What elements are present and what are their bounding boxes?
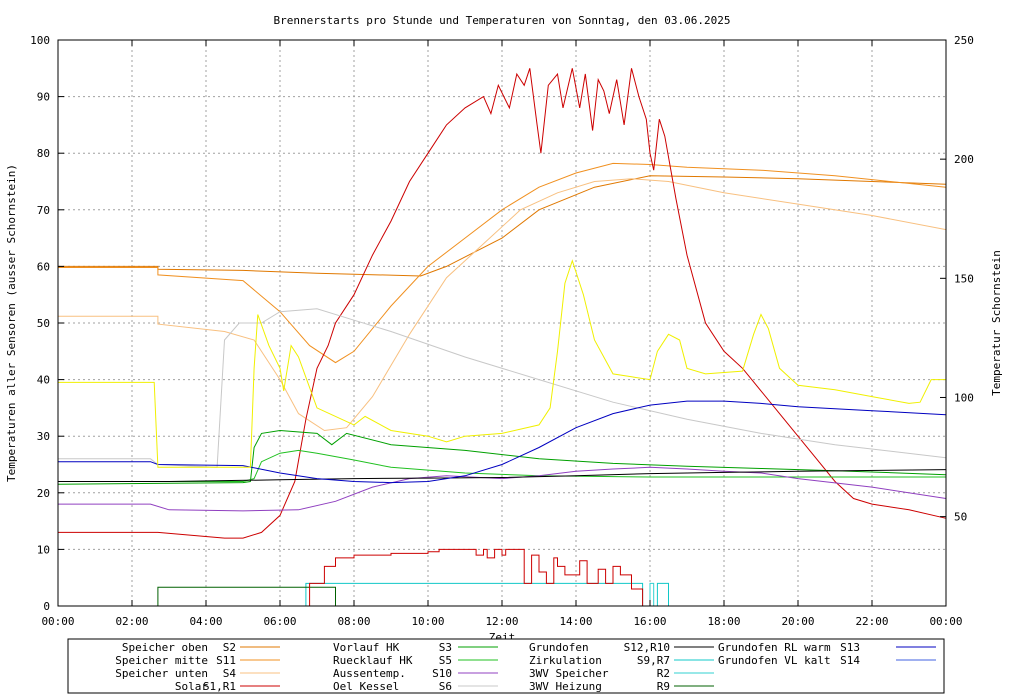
legend-code: S9,R7 [637,654,670,667]
legend-code: S14 [840,654,860,667]
legend-label: Aussentemp. [333,667,406,680]
y-tick-label: 0 [43,600,50,613]
legend-code: S11 [216,654,236,667]
legend-code: R9 [657,680,670,693]
x-tick-label: 14:00 [559,615,592,628]
legend-label: Zirkulation [529,654,602,667]
x-tick-label: 16:00 [633,615,666,628]
legend-label: Grundofen RL warm [718,641,831,654]
legend-label: Solar [175,680,208,693]
y2-tick-label: 150 [954,272,974,285]
x-ticks: 00:00 02:00 04:00 06:00 08:00 10:00 12:00 14:00… [41,40,963,628]
x-tick-label: 22:00 [855,615,888,628]
y-tick-label: 10 [37,543,50,556]
y-tick-label: 80 [37,147,50,160]
x-tick-label: 00:00 [41,615,74,628]
legend: Speicher oben S2 Speicher mitte S11 Speicher… [115,641,936,693]
legend-code: S12,R10 [624,641,670,654]
series-line-vorlauf-hk-s3 [57,429,947,485]
y-tick-label: 30 [37,430,50,443]
legend-code: R2 [657,667,670,680]
y-axis-label: Temperaturen aller Sensoren (ausser Scho… [5,164,18,482]
series-line-speicher-mitte-s11 [58,162,947,364]
x-tick-label: 20:00 [781,615,814,628]
y-tick-label: 60 [37,260,50,273]
x-tick-label: 00:00 [929,615,962,628]
series-line-speicher-oben-s2 [58,175,947,277]
legend-label: Grundofen VL kalt [718,654,831,667]
series-line-speicher-unten-s4 [58,178,947,432]
legend-code: S13 [840,641,860,654]
legend-code: S3 [439,641,452,654]
x-tick-label: 10:00 [411,615,444,628]
x-tick-label: 04:00 [189,615,222,628]
series-line-aussentemp-s10 [58,466,947,512]
y-tick-label: 50 [37,317,50,330]
y-tick-label: 70 [37,204,50,217]
x-tick-label: 08:00 [337,615,370,628]
legend-label: Grundofen [529,641,589,654]
y2-tick-label: 200 [954,153,974,166]
x-tick-label: 02:00 [115,615,148,628]
chart-title: Brennerstarts pro Stunde und Temperature… [274,14,731,27]
legend-label: 3WV Speicher [529,667,609,680]
legend-label: Ruecklauf HK [333,654,413,667]
x-tick-label: 06:00 [263,615,296,628]
y2-ticks: 50 100 150 200 250 [940,34,974,524]
y2-tick-label: 50 [954,511,967,524]
y-tick-label: 90 [37,91,50,104]
legend-code: S10 [432,667,452,680]
y2-axis-label: Temperatur Schornstein [990,250,1003,396]
series-line-ruecklauf-hk-s5 [58,449,946,482]
x-tick-label: 12:00 [485,615,518,628]
legend-label: Speicher unten [115,667,208,680]
x-tick-label: 18:00 [707,615,740,628]
legend-box [67,638,945,694]
legend-label: 3WV Heizung [529,680,602,693]
legend-code: S5 [439,654,452,667]
legend-label: Vorlauf HK [333,641,400,654]
y-tick-label: 100 [30,34,50,47]
series-line-brennerstarts [58,548,946,607]
legend-label: Speicher oben [122,641,208,654]
y2-tick-label: 250 [954,34,974,47]
series-line-grundofen-vl-kalt-s14 [58,259,946,468]
grid [58,40,946,606]
legend-code: S6 [439,680,452,693]
legend-code: S4 [223,667,237,680]
series-line-grundofen-rl-warm-s13 [58,400,947,484]
legend-code: S2 [223,641,236,654]
y-tick-label: 40 [37,374,50,387]
legend-code: S1,R1 [203,680,236,693]
series-line-oel-kessel-s6 [58,308,947,468]
y-tick-label: 20 [37,487,50,500]
series-line-grundofen-s12-r10 [58,469,947,482]
series-line-solar-s1-r1 [58,68,947,539]
y-ticks: 0 10 20 30 40 50 60 70 80 90 100 [30,34,64,613]
legend-label: Oel Kessel [333,680,399,693]
y2-tick-label: 100 [954,391,974,404]
legend-label: Speicher mitte [115,654,208,667]
